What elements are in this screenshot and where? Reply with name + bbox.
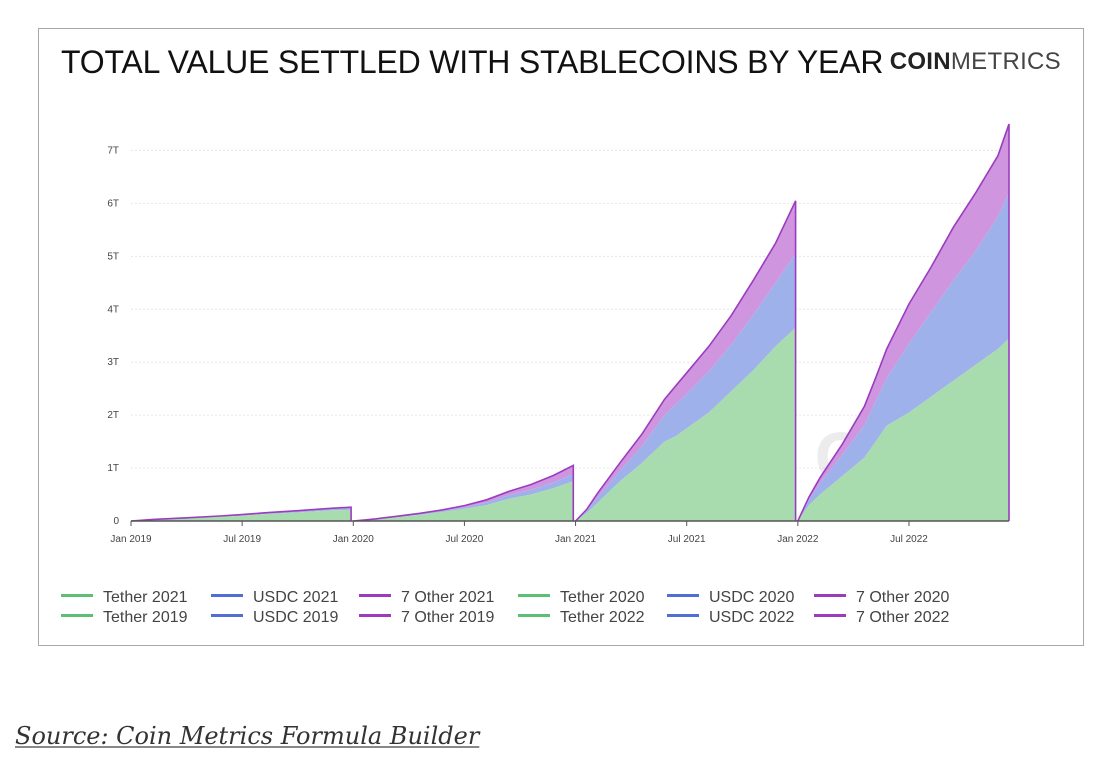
area-tether-2022 [797,338,1009,521]
y-tick-label-5: 5T [107,251,119,262]
legend-label: 7 Other 2021 [401,589,495,606]
legend-swatch [359,614,391,618]
legend-swatch [518,594,550,598]
legend-item-7-other-2021[interactable]: 7 Other 2021 [359,589,494,607]
legend-item-usdc-2020[interactable]: USDC 2020 [667,589,794,607]
x-tick-label-7: Jul 2022 [890,534,928,545]
area-tether-2019 [131,509,352,521]
legend-item-tether-2020[interactable]: Tether 2020 [518,589,645,607]
area-usdc-2022 [797,192,1009,522]
legend-swatch [359,594,391,598]
legend-swatch [211,594,243,598]
x-tick-label-0: Jan 2019 [110,534,152,545]
area-usdc-2019 [131,508,352,521]
legend-label: 7 Other 2019 [401,609,495,626]
series-line-other-2020 [353,464,575,522]
legend-label: 7 Other 2020 [856,589,950,606]
source-link[interactable]: Source: Coin Metrics Formula Builder [15,722,480,750]
legend-label: USDC 2022 [709,609,795,626]
legend-label: USDC 2020 [709,589,795,606]
series-line-other-2022 [797,123,1010,522]
legend-swatch [518,614,550,618]
series-line-other-2019 [130,506,352,522]
legend-swatch [667,594,699,598]
x-tick-label-3: Jul 2020 [446,534,484,545]
legend-label: 7 Other 2022 [856,609,950,626]
legend-swatch [61,614,93,618]
area-tether-2020 [353,481,574,521]
legend-item-7-other-2022[interactable]: 7 Other 2022 [814,609,949,627]
x-tick-label-5: Jul 2021 [668,534,706,545]
y-tick-label-7: 7T [107,145,119,156]
y-tick-label-2: 2T [107,410,119,421]
y-tick-label-1: 1T [107,463,119,474]
legend-item-tether-2021[interactable]: Tether 2021 [61,589,188,607]
legend-swatch [814,614,846,618]
x-tick-label-6: Jan 2022 [777,534,819,545]
x-tick-label-1: Jul 2019 [223,534,261,545]
x-tick-label-4: Jan 2021 [555,534,597,545]
legend-label: Tether 2021 [103,589,188,606]
legend-swatch [667,614,699,618]
x-tick-label-2: Jan 2020 [333,534,375,545]
series-line-other-2021 [575,200,797,522]
chart-card: TOTAL VALUE SETTLED WITH STABLECOINS BY … [38,28,1084,646]
legend-label: USDC 2019 [253,609,339,626]
legend-item-usdc-2021[interactable]: USDC 2021 [211,589,338,607]
y-tick-label-3: 3T [107,357,119,368]
legend-item-tether-2019[interactable]: Tether 2019 [61,609,188,627]
legend-item-usdc-2019[interactable]: USDC 2019 [211,609,338,627]
logo-rest: METRICS [950,48,1061,75]
legend-item-tether-2022[interactable]: Tether 2022 [518,609,645,627]
legend-label: USDC 2021 [253,589,339,606]
coinmetrics-logo: COINMETRICS [890,48,1061,76]
logo-bold: COIN [889,48,951,75]
legend-label: Tether 2020 [560,589,645,606]
legend-label: Tether 2019 [103,609,188,626]
y-tick-label-6: 6T [107,198,119,209]
area-tether-2021 [575,327,796,521]
legend-item-7-other-2020[interactable]: 7 Other 2020 [814,589,949,607]
legend-swatch [61,594,93,598]
chart-title: TOTAL VALUE SETTLED WITH STABLECOINS BY … [61,44,884,80]
y-tick-label-0: 0 [113,516,119,527]
y-tick-label-4: 4T [107,304,119,315]
legend-swatch [211,614,243,618]
legend-swatch [814,594,846,598]
legend-label: Tether 2022 [560,609,645,626]
legend-item-usdc-2022[interactable]: USDC 2022 [667,609,794,627]
legend-item-7-other-2019[interactable]: 7 Other 2019 [359,609,494,627]
